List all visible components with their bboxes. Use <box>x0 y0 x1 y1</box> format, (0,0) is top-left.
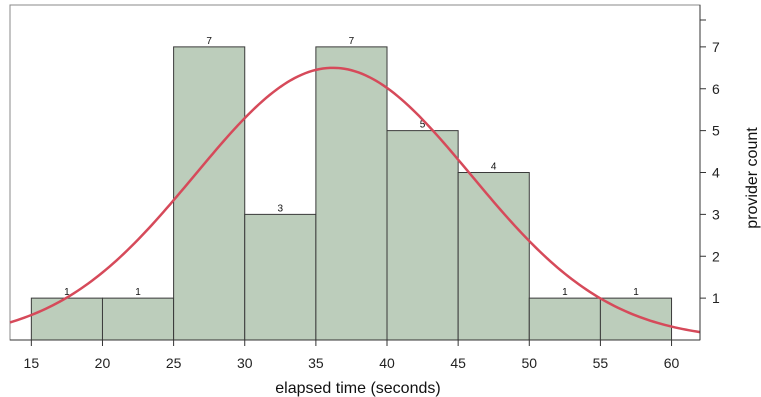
histogram-bar <box>244 213 317 341</box>
x-tick-label: 20 <box>95 355 111 371</box>
x-tick-label: 15 <box>24 355 40 371</box>
bar-data-label: 4 <box>491 162 497 173</box>
y-axis-title: provider count <box>744 127 761 229</box>
x-tick-label: 60 <box>664 355 680 371</box>
x-tick-label: 50 <box>521 355 537 371</box>
bar-data-label: 7 <box>349 36 355 47</box>
y-tick-label: 7 <box>712 39 720 55</box>
x-tick-label: 45 <box>450 355 466 371</box>
y-tick-label: 4 <box>712 165 720 181</box>
histogram-bar <box>315 46 388 341</box>
bar-data-label: 1 <box>633 287 639 298</box>
y-tick-label: 1 <box>712 290 720 306</box>
histogram-bar <box>457 172 530 341</box>
x-tick-label: 30 <box>237 355 253 371</box>
histogram-bar <box>30 297 103 341</box>
histogram-bar <box>173 46 246 341</box>
bar-data-label: 1 <box>135 287 141 298</box>
bar-data-label: 1 <box>64 287 70 298</box>
normal-fit-curve <box>9 66 701 334</box>
x-axis-title: elapsed time (seconds) <box>275 380 440 397</box>
bar-data-label: 7 <box>206 36 212 47</box>
bar-data-label: 1 <box>562 287 568 298</box>
y-tick-label: 2 <box>712 248 720 264</box>
x-tick-label: 25 <box>166 355 182 371</box>
histogram-bar <box>528 297 601 341</box>
x-tick-label: 55 <box>593 355 609 371</box>
histogram-bar <box>101 297 175 341</box>
y-tick-label: 5 <box>712 123 720 139</box>
x-tick-label: 35 <box>308 355 324 371</box>
y-tick-label: 6 <box>712 81 720 97</box>
x-tick-label: 40 <box>379 355 395 371</box>
bar-data-label: 5 <box>420 120 426 131</box>
bar-data-label: 3 <box>278 203 284 214</box>
histogram-bar <box>386 130 459 341</box>
y-tick-label: 3 <box>712 206 720 222</box>
